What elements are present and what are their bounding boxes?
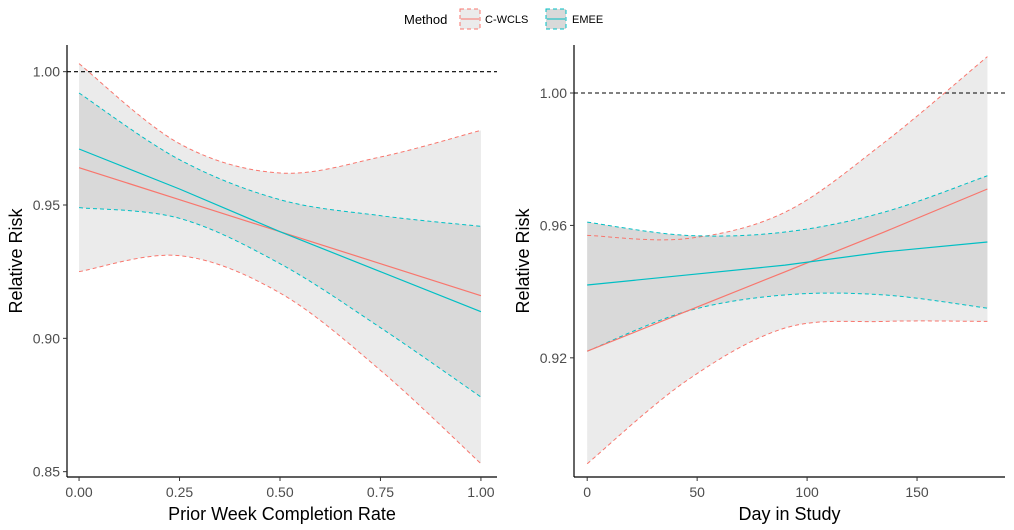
x-axis-title: Prior Week Completion Rate: [168, 504, 396, 524]
ci-band-emee: [587, 175, 988, 352]
ci-upper-c-wcls: [587, 56, 988, 241]
y-tick-label: 0.92: [540, 350, 567, 366]
left-chart-panel: 0.00 0.25 0.50 0.75 1.00 0.85 0.90 0.95 1.00 Prio…: [6, 45, 497, 524]
legend-title: Method: [404, 12, 447, 27]
y-tick-label: 0.85: [33, 464, 60, 480]
legend-label-emee: EMEE: [572, 14, 603, 26]
ci-upper-emee: [587, 175, 988, 237]
y-tick-label: 0.96: [540, 217, 567, 233]
x-tick-label: 50: [689, 484, 705, 500]
estimate-line-emee: [587, 241, 988, 286]
legend-label-c-wcls: C-WCLS: [485, 14, 528, 26]
x-tick-label: 0.25: [166, 484, 193, 500]
ci-upper-emee: [78, 92, 481, 227]
x-tick-label: 1.00: [467, 484, 494, 500]
x-axis-title: Day in Study: [738, 504, 840, 524]
estimate-line-c-wcls: [586, 188, 988, 352]
y-tick-label: 0.95: [33, 197, 60, 213]
x-tick-label: 100: [795, 484, 819, 500]
y-tick-label: 1.00: [33, 64, 60, 80]
y-axis-title: Relative Risk: [513, 207, 533, 313]
x-tick-label: 0.50: [266, 484, 293, 500]
ci-lower-emee: [79, 207, 482, 398]
x-tick-label: 150: [905, 484, 929, 500]
x-tick-label: 0.00: [65, 484, 92, 500]
y-tick-label: 0.90: [33, 330, 60, 346]
y-tick-label: 1.00: [540, 85, 567, 101]
legend: Method C-WCLS EMEE: [404, 8, 603, 30]
x-tick-label: 0: [583, 484, 591, 500]
y-axis-title: Relative Risk: [6, 207, 26, 313]
ci-upper-c-wcls: [78, 63, 482, 174]
x-tick-label: 0.75: [367, 484, 394, 500]
ci-band-emee: [79, 93, 481, 397]
estimate-line-emee: [78, 148, 482, 313]
right-chart-panel: 0 50 100 150 0.92 0.96 1.00 Day in Study Relativ…: [513, 45, 1005, 524]
ci-lower-c-wcls: [78, 254, 482, 465]
ci-lower-c-wcls: [586, 320, 988, 465]
